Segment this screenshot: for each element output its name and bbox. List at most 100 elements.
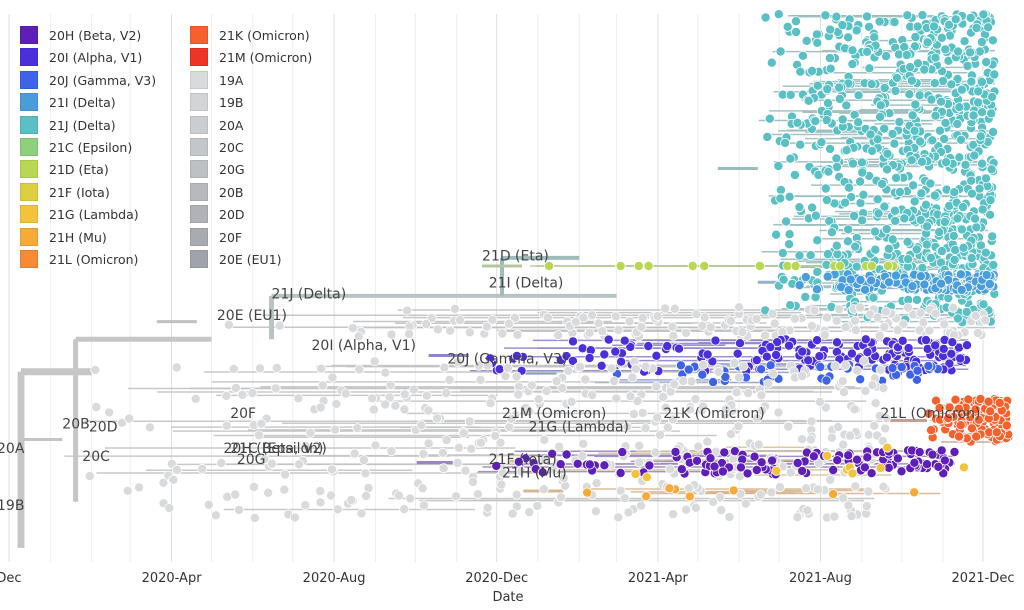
- tree-tip: [975, 240, 986, 251]
- tree-tip: [902, 10, 913, 21]
- tree-tip: [658, 391, 669, 402]
- tree-tip: [710, 335, 721, 346]
- tree-tip: [934, 227, 945, 238]
- tree-tip: [801, 35, 812, 46]
- tree-tip: [785, 89, 796, 100]
- tree-tip: [699, 260, 710, 271]
- tree-tip: [641, 472, 652, 483]
- tree-tip: [630, 363, 641, 374]
- tree-tip: [256, 418, 267, 429]
- tree-tip: [924, 325, 935, 336]
- tree-tip: [482, 502, 493, 513]
- tree-tip: [557, 383, 568, 394]
- tree-tip: [221, 420, 232, 431]
- tree-tip: [669, 303, 680, 314]
- tree-tip: [380, 399, 391, 410]
- legend-label: 20H (Beta, V2): [49, 28, 142, 43]
- tree-tip: [907, 110, 918, 121]
- tree-tip: [652, 311, 663, 322]
- tree-tip: [781, 216, 792, 227]
- tree-tip: [641, 491, 652, 502]
- tree-tip: [611, 393, 622, 404]
- tree-tip: [870, 244, 881, 255]
- tree-tip: [899, 213, 910, 224]
- tree-tip: [686, 376, 697, 387]
- tree-tip: [784, 191, 795, 202]
- legend-swatch: [20, 160, 38, 179]
- tree-tip: [511, 350, 522, 361]
- tree-tip: [380, 367, 391, 378]
- tree-tip: [697, 369, 708, 380]
- tree-tip: [814, 396, 825, 407]
- tree-tip: [497, 468, 508, 479]
- tree-tip: [797, 50, 808, 61]
- legend-swatch: [20, 182, 38, 201]
- tree-tip: [210, 510, 221, 521]
- tree-tip: [847, 468, 858, 479]
- tree-tip: [681, 504, 692, 515]
- tree-tip: [315, 486, 326, 497]
- tree-tip: [640, 361, 651, 372]
- tree-tip: [839, 387, 850, 398]
- tree-tip: [315, 497, 326, 508]
- x-axis-label: Date: [492, 590, 523, 605]
- tree-tip: [399, 389, 410, 400]
- tree-tip: [449, 303, 460, 314]
- tree-tip: [441, 434, 452, 445]
- tree-tip: [825, 24, 836, 35]
- tree-tip: [994, 397, 1005, 408]
- tree-tip: [756, 364, 767, 375]
- tree-tip: [475, 374, 486, 385]
- tree-tip: [230, 489, 241, 500]
- tree-tip: [824, 216, 835, 227]
- tree-tip: [921, 199, 932, 210]
- tree-tip: [684, 491, 695, 502]
- tree-tip: [834, 82, 845, 93]
- tree-tip: [953, 403, 964, 414]
- clade-label: 20F: [230, 406, 256, 422]
- tree-tip: [122, 485, 133, 496]
- legend-label: 20A: [219, 117, 244, 133]
- tree-tip: [859, 355, 870, 366]
- tree-tip: [644, 460, 655, 471]
- tree-tip: [775, 46, 786, 57]
- tree-tip: [808, 451, 819, 462]
- tree-tip: [939, 133, 950, 144]
- tree-tip: [863, 486, 874, 497]
- tree-tip: [164, 503, 175, 514]
- tree-tip: [616, 356, 627, 367]
- tree-tip: [864, 21, 875, 32]
- legend-label: 21F (Iota): [49, 184, 110, 200]
- tree-tip: [832, 249, 843, 260]
- legend-swatch: [190, 26, 208, 44]
- tree-tip: [203, 499, 214, 510]
- tree-tip: [785, 153, 796, 164]
- tree-tip: [326, 464, 337, 475]
- tree-tip: [637, 407, 648, 418]
- tree-tip: [947, 337, 958, 348]
- tree-tip: [851, 261, 862, 272]
- tree-tip: [524, 507, 535, 518]
- tree-tip: [662, 422, 673, 433]
- tree-tip: [905, 62, 916, 73]
- tree-tip: [749, 451, 760, 462]
- tree-tip: [248, 481, 259, 492]
- tree-tip: [872, 134, 883, 145]
- tree-tip: [852, 454, 863, 465]
- tree-tip: [867, 380, 878, 391]
- tree-tip: [988, 127, 999, 138]
- tree-tip: [837, 20, 848, 31]
- tree-tip: [524, 406, 535, 417]
- tree-tip: [587, 389, 598, 400]
- tree-tip: [802, 505, 813, 516]
- tree-tip: [965, 12, 976, 23]
- tree-tip: [983, 396, 994, 407]
- tree-tip: [822, 312, 833, 323]
- tree-tip: [764, 113, 775, 124]
- tree-tip: [516, 466, 527, 477]
- tree-tip: [944, 358, 955, 369]
- tree-tip: [962, 340, 973, 351]
- tree-tip: [907, 281, 918, 292]
- legend-swatch: [20, 93, 38, 112]
